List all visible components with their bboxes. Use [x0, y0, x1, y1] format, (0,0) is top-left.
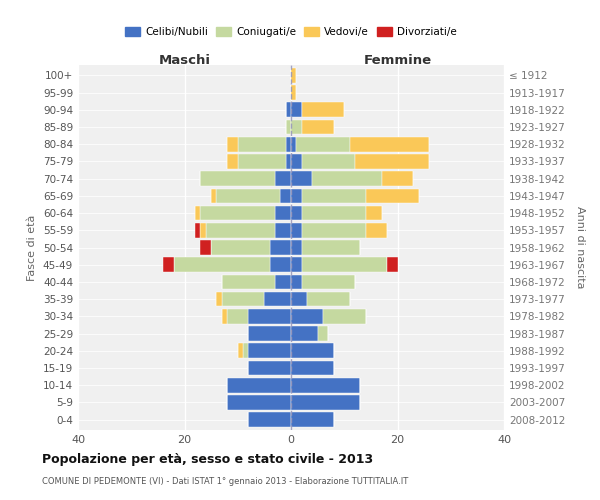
Bar	[286, 137, 291, 152]
Bar	[323, 309, 365, 324]
Bar	[355, 154, 430, 168]
Bar	[275, 206, 291, 220]
Bar	[291, 85, 296, 100]
Bar	[286, 120, 291, 134]
Bar	[291, 344, 334, 358]
Text: Femmine: Femmine	[364, 54, 431, 66]
Bar	[302, 223, 365, 238]
Bar	[365, 223, 387, 238]
Text: Popolazione per età, sesso e stato civile - 2013: Popolazione per età, sesso e stato civil…	[42, 452, 373, 466]
Bar	[200, 206, 275, 220]
Bar	[291, 102, 302, 117]
Bar	[222, 292, 265, 306]
Bar	[206, 223, 275, 238]
Bar	[200, 172, 275, 186]
Bar	[238, 344, 243, 358]
Bar	[195, 223, 200, 238]
Bar	[243, 344, 248, 358]
Bar	[291, 360, 334, 376]
Bar	[291, 68, 296, 82]
Bar	[317, 326, 328, 341]
Bar	[302, 120, 334, 134]
Bar	[291, 120, 302, 134]
Bar	[248, 309, 291, 324]
Bar	[248, 326, 291, 341]
Bar	[291, 137, 296, 152]
Bar	[200, 223, 206, 238]
Bar	[291, 154, 302, 168]
Bar	[222, 274, 275, 289]
Bar	[302, 154, 355, 168]
Y-axis label: Anni di nascita: Anni di nascita	[575, 206, 585, 289]
Bar	[365, 188, 419, 203]
Bar	[275, 172, 291, 186]
Bar	[302, 240, 360, 255]
Bar	[227, 309, 248, 324]
Bar	[248, 360, 291, 376]
Bar	[365, 206, 382, 220]
Bar	[275, 223, 291, 238]
Bar	[227, 378, 291, 392]
Bar	[227, 154, 238, 168]
Bar	[238, 154, 286, 168]
Bar	[291, 412, 334, 427]
Bar	[270, 240, 291, 255]
Bar	[291, 172, 313, 186]
Bar	[302, 206, 365, 220]
Bar	[217, 188, 280, 203]
Y-axis label: Fasce di età: Fasce di età	[28, 214, 37, 280]
Bar	[382, 172, 413, 186]
Bar	[302, 188, 365, 203]
Bar	[291, 258, 302, 272]
Bar	[302, 102, 344, 117]
Bar	[270, 258, 291, 272]
Text: Maschi: Maschi	[158, 54, 211, 66]
Bar	[227, 137, 238, 152]
Bar	[222, 309, 227, 324]
Bar	[291, 292, 307, 306]
Bar	[387, 258, 398, 272]
Bar	[275, 274, 291, 289]
Bar	[296, 137, 350, 152]
Bar	[174, 258, 270, 272]
Bar	[291, 206, 302, 220]
Bar	[200, 240, 211, 255]
Bar	[291, 395, 360, 410]
Bar	[313, 172, 382, 186]
Bar	[291, 378, 360, 392]
Bar	[302, 258, 387, 272]
Bar	[302, 274, 355, 289]
Bar	[291, 240, 302, 255]
Bar	[291, 309, 323, 324]
Bar	[248, 412, 291, 427]
Bar	[238, 137, 286, 152]
Bar	[211, 240, 270, 255]
Bar	[291, 326, 317, 341]
Bar	[163, 258, 174, 272]
Bar	[291, 188, 302, 203]
Bar	[286, 154, 291, 168]
Bar	[248, 344, 291, 358]
Bar	[286, 102, 291, 117]
Bar	[265, 292, 291, 306]
Bar	[195, 206, 200, 220]
Bar	[227, 395, 291, 410]
Bar	[307, 292, 350, 306]
Bar	[291, 274, 302, 289]
Bar	[217, 292, 222, 306]
Bar	[350, 137, 430, 152]
Bar	[280, 188, 291, 203]
Legend: Celibi/Nubili, Coniugati/e, Vedovi/e, Divorziati/e: Celibi/Nubili, Coniugati/e, Vedovi/e, Di…	[121, 23, 461, 41]
Bar	[291, 223, 302, 238]
Bar	[211, 188, 217, 203]
Text: COMUNE DI PEDEMONTE (VI) - Dati ISTAT 1° gennaio 2013 - Elaborazione TUTTITALIA.: COMUNE DI PEDEMONTE (VI) - Dati ISTAT 1°…	[42, 478, 408, 486]
